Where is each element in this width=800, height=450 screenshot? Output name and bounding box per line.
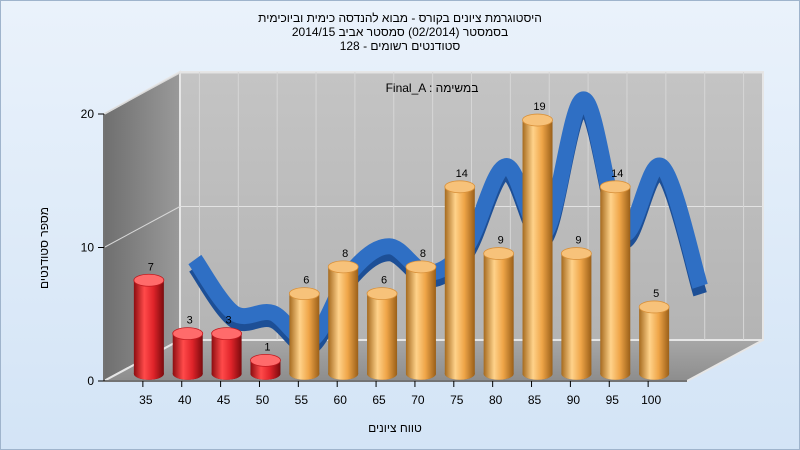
bar-body: [211, 333, 242, 380]
chart-title: היסטוגרמת ציונים בקורס - מבוא להנדסה כימ…: [258, 11, 542, 25]
bar-body: [444, 186, 475, 380]
y-tick-label: 20: [81, 107, 95, 121]
x-tick-label: 70: [411, 393, 425, 407]
bar-40: 3: [172, 315, 204, 380]
bar-top: [522, 113, 553, 127]
bar-value-label: 9: [498, 235, 504, 247]
x-tick-label: 90: [567, 393, 581, 407]
bar-value-label: 8: [420, 248, 426, 260]
bar-body: [289, 293, 320, 380]
bar-top: [638, 300, 670, 314]
bar-body: [639, 306, 670, 380]
x-tick-label: 50: [256, 393, 270, 407]
bar-65: 6: [366, 275, 398, 380]
bar-top: [327, 260, 359, 274]
bar-body: [483, 253, 514, 380]
bar-body: [600, 186, 631, 380]
x-tick-label: 100: [641, 393, 661, 407]
bar-top: [366, 287, 398, 301]
chart-subtitle-semester: בסמסטר (02/2014) סמסטר אביב 2014/15: [291, 25, 509, 39]
bar-50: 1: [250, 341, 281, 380]
bar-45: 3: [211, 315, 243, 380]
bar-top: [483, 247, 515, 260]
bar-body: [405, 266, 436, 380]
bar-90: 9: [561, 235, 592, 380]
bar-value-label: 14: [456, 168, 468, 180]
bar-70: 8: [405, 248, 437, 380]
bar-top: [444, 180, 476, 194]
x-tick-label: 65: [372, 393, 386, 407]
bar-top: [288, 287, 320, 301]
bar-35: 7: [133, 261, 165, 380]
bar-value-label: 14: [611, 168, 623, 180]
bar-body: [328, 266, 359, 380]
bar-body: [561, 253, 592, 380]
bar-value-label: 6: [381, 275, 387, 287]
x-tick-label: 45: [217, 393, 231, 407]
y-tick-label: 10: [81, 241, 95, 255]
bar-value-label: 1: [264, 341, 270, 353]
bar-100: 5: [638, 288, 670, 380]
x-tick-label: 55: [295, 393, 309, 407]
bar-value-label: 5: [653, 288, 659, 300]
bar-85: 19: [522, 101, 553, 380]
x-tick-label: 35: [139, 393, 153, 407]
gridline-left: [103, 72, 181, 115]
bar-80: 9: [483, 235, 515, 380]
gridline-left: [103, 206, 181, 248]
bar-value-label: 6: [303, 275, 309, 287]
bar-top: [172, 327, 204, 341]
chart-annotation: Final_A : במשימה: [386, 81, 479, 95]
chart-subtitle-students: סטודנטים רשומים - 128: [339, 39, 461, 53]
bar-55: 6: [288, 275, 320, 380]
bar-75: 14: [444, 168, 476, 380]
bar-value-label: 19: [533, 101, 545, 113]
bar-value-label: 8: [342, 248, 348, 260]
bar-body: [133, 280, 164, 380]
bar-value-label: 9: [575, 235, 581, 247]
bar-60: 8: [327, 248, 359, 380]
bar-body: [250, 360, 281, 380]
y-axis-label: מספר סטודנטים: [37, 207, 51, 289]
x-tick-label: 60: [334, 393, 348, 407]
bar-top: [250, 353, 281, 367]
bar-95: 14: [599, 168, 631, 380]
bar-top: [405, 260, 437, 274]
x-tick-label: 75: [450, 393, 464, 407]
bar-value-label: 3: [187, 315, 193, 327]
x-tick-label: 80: [489, 393, 503, 407]
bar-value-label: 7: [148, 261, 154, 273]
x-tick-label: 85: [528, 393, 542, 407]
bar-body: [522, 120, 553, 380]
x-tick-label: 40: [178, 393, 192, 407]
y-tick-label: 0: [87, 374, 94, 388]
bar-body: [367, 293, 398, 380]
x-tick-label: 95: [606, 393, 620, 407]
bar-value-label: 3: [226, 315, 232, 327]
bar-top: [561, 247, 592, 260]
bar-top: [211, 327, 243, 341]
x-axis-label: טווח ציונים: [368, 421, 422, 435]
bar-top: [133, 273, 165, 287]
bar-top: [599, 180, 631, 194]
bar-body: [172, 333, 203, 380]
